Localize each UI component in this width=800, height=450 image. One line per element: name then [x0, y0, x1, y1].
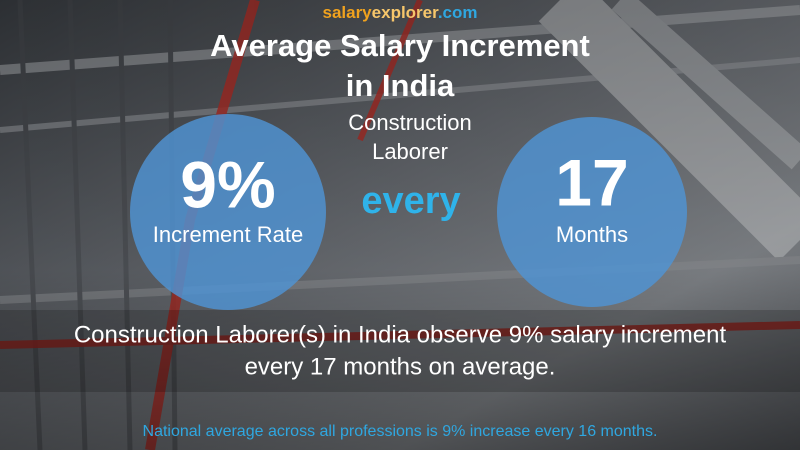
title-line: Average Salary Increment — [210, 28, 590, 63]
description-band — [0, 310, 800, 392]
connector: every — [361, 180, 460, 222]
logo-part: explorer — [372, 3, 439, 22]
logo-part: .com — [438, 3, 478, 22]
description-line: Construction Laborer(s) in India observe… — [74, 321, 727, 348]
footer-note: National average across all professions … — [143, 423, 658, 440]
logo-part: salary — [322, 3, 372, 22]
rate-label: Increment Rate — [153, 222, 303, 247]
period-value: 17 — [555, 145, 628, 219]
description-line: every 17 months on average. — [245, 353, 556, 380]
job-line: Construction — [348, 110, 472, 135]
rate-value: 9% — [180, 147, 275, 221]
period-circle — [497, 117, 687, 307]
title-line: in India — [346, 68, 455, 103]
job-line: Laborer — [372, 139, 448, 164]
rate-circle — [130, 114, 326, 310]
period-label: Months — [556, 222, 628, 247]
logo: salaryexplorer.com — [322, 3, 477, 22]
